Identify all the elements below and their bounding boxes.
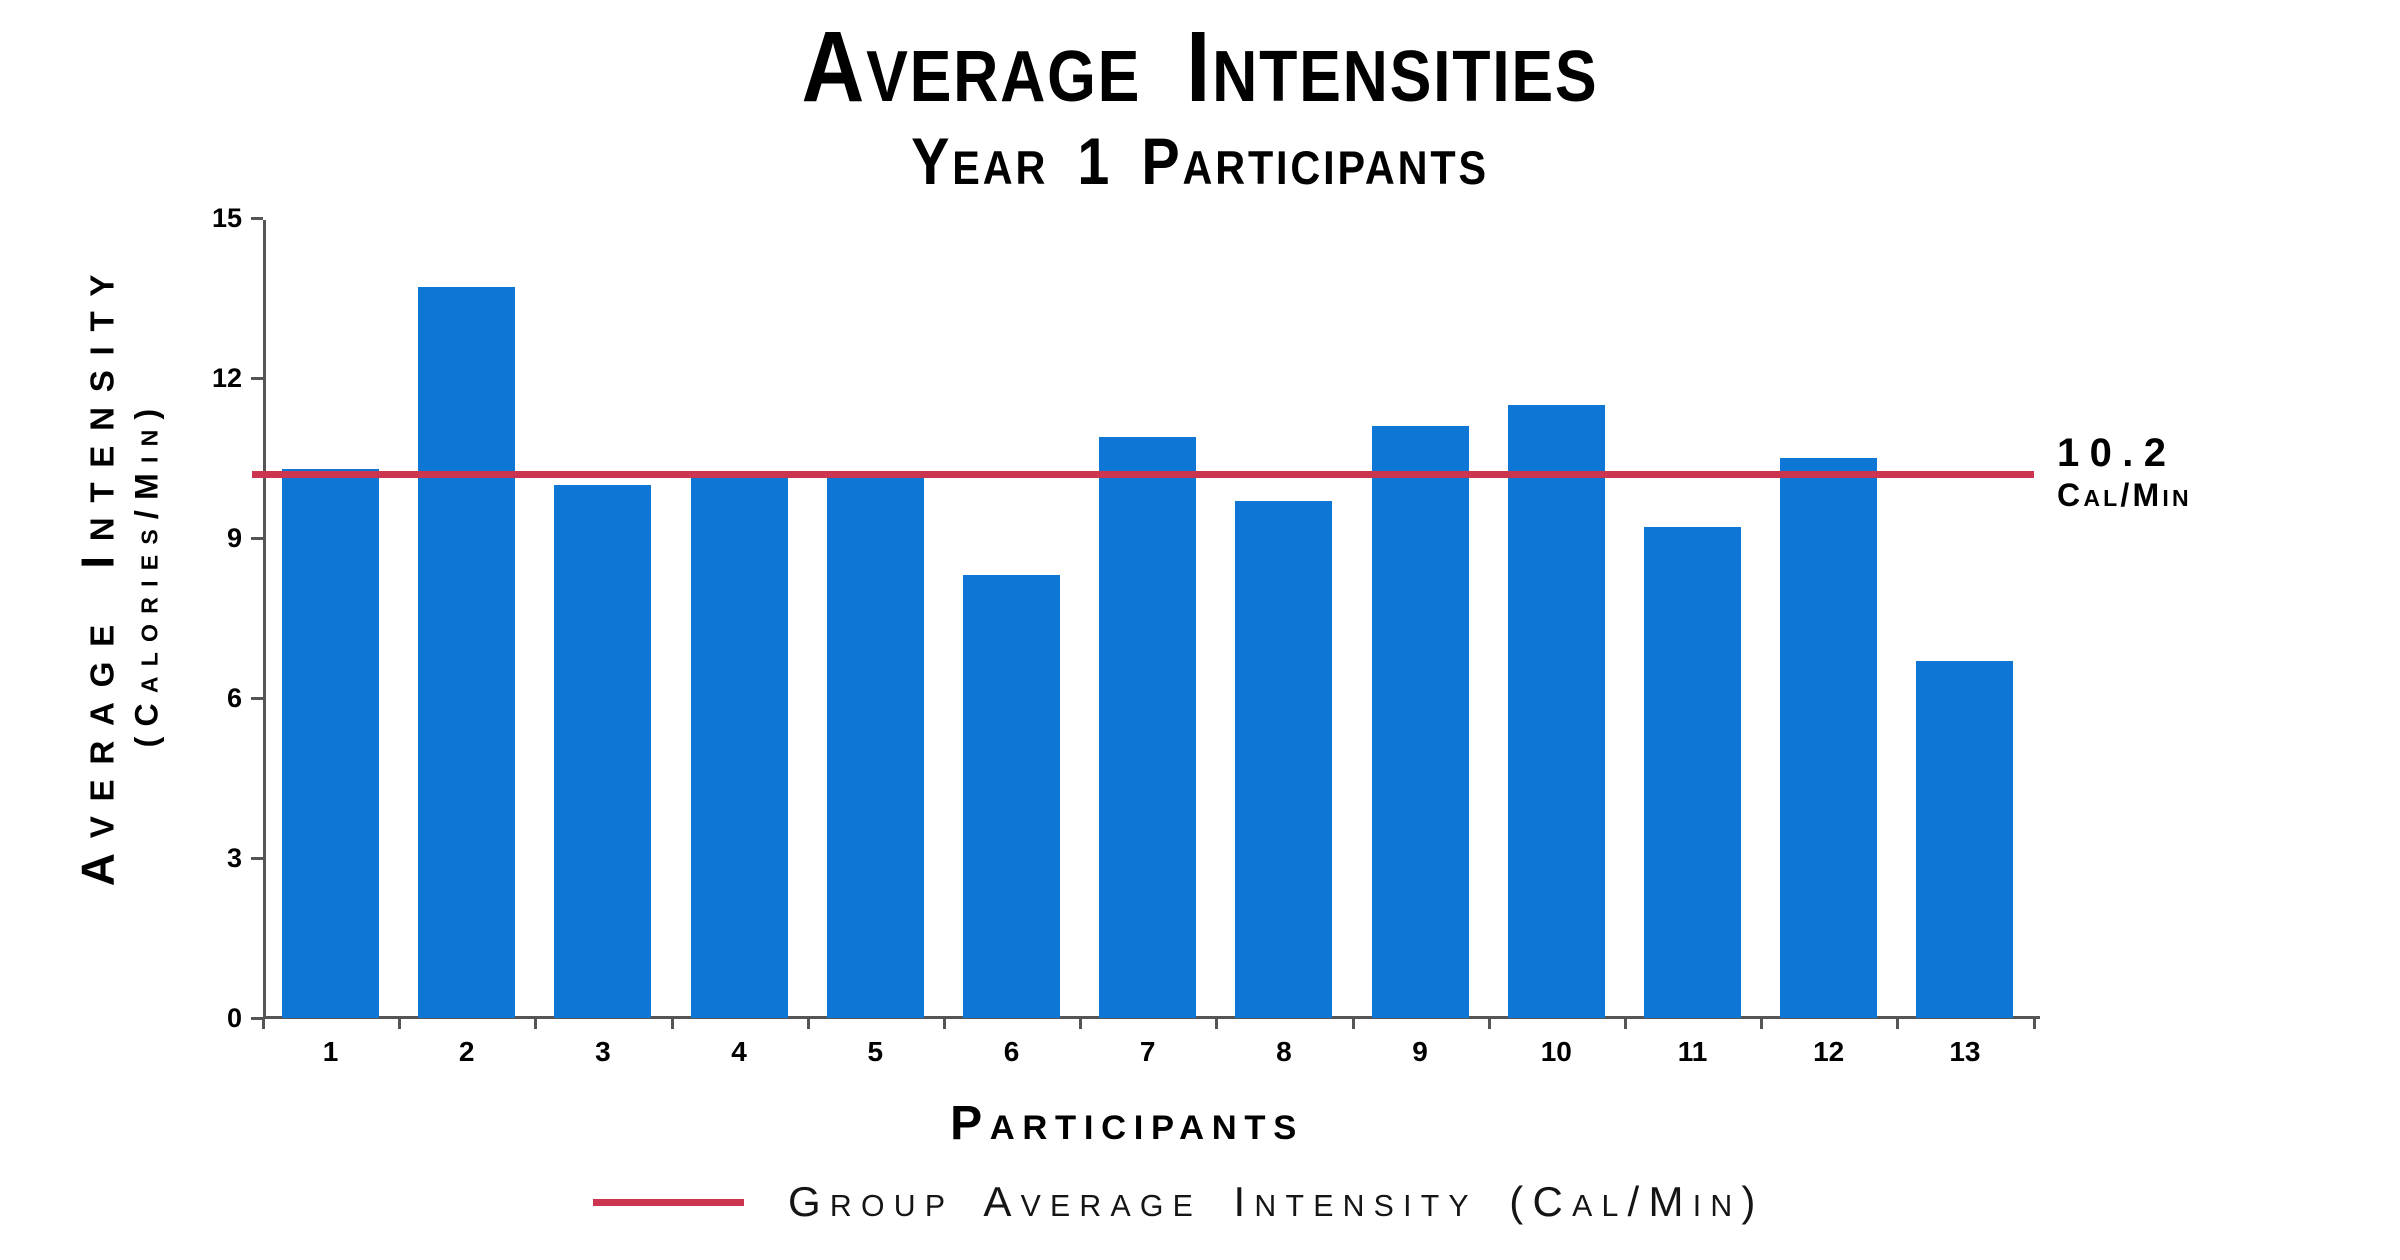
x-axis-tick [262,1018,265,1029]
y-tick-label-6: 6 [226,683,242,713]
y-axis-tick-15 [251,216,263,220]
chart-title: AVERAGE INTENSITIES [801,11,1599,123]
bar-participant-5 [826,474,924,1018]
y-axis-title: AVERAGE INTENSITY (CALORIES/MIN) [71,259,170,887]
x-tick-label-6: 6 [1003,1036,1020,1067]
x-tick-label-13: 13 [1949,1036,1981,1067]
x-tick-label-8: 8 [1276,1036,1292,1067]
bar-participant-11 [1644,527,1741,1018]
x-axis-tick [1215,1018,1219,1029]
y-axis-tick-9 [251,536,263,540]
bar-participant-6 [963,575,1060,1018]
bar-participant-3 [554,484,652,1018]
average-annotation-unit: CAL/MIN [2057,477,2192,513]
bar-participant-2 [418,287,516,1018]
x-axis-tick [943,1018,946,1029]
x-axis-tick [1624,1018,1627,1029]
bar-participant-7 [1099,436,1197,1018]
y-axis-title-line1: AVERAGE INTENSITY [71,259,124,887]
x-axis-tick [2032,1018,2036,1029]
y-axis-tick-0 [251,1016,263,1020]
x-tick-label-7: 7 [1139,1036,1156,1067]
bar-participant-12 [1780,458,1878,1018]
x-tick-label-11: 11 [1677,1036,1708,1067]
legend-line-swatch [593,1198,744,1206]
x-tick-label-3: 3 [595,1036,611,1067]
x-tick-label-12: 12 [1813,1036,1845,1067]
x-tick-label-4: 4 [731,1036,747,1067]
x-tick-label-9: 9 [1412,1036,1428,1067]
y-tick-label-15: 15 [211,203,242,233]
x-axis-title: PARTICIPANTS [950,1097,1304,1150]
group-average-line [252,470,2034,478]
x-axis-tick [1351,1018,1355,1029]
x-axis-tick [534,1018,538,1029]
bar-participant-13 [1916,660,2014,1018]
y-axis-tick-6 [251,696,263,700]
bar-participant-1 [282,468,379,1018]
x-axis-tick [806,1018,810,1029]
x-axis-tick [1487,1018,1491,1029]
x-tick-label-2: 2 [458,1036,475,1067]
y-axis-tick-3 [251,856,263,860]
bar-participant-10 [1507,404,1605,1018]
y-axis-title-line2: (CALORIES/MIN) [128,398,165,748]
average-annotation-value: 10.2 [2057,431,2177,475]
y-tick-label-3: 3 [226,843,242,873]
x-tick-label-10: 10 [1540,1036,1572,1067]
chart-subtitle: YEAR 1 PARTICIPANTS [911,124,1489,198]
x-axis-tick [398,1018,402,1029]
legend: GROUP AVERAGE INTENSITY (CAL/MIN) [593,1178,1765,1226]
bar-participant-8 [1235,500,1333,1018]
bar-participant-4 [690,474,788,1018]
y-tick-label-9: 9 [226,523,242,553]
x-tick-label-1: 1 [322,1036,339,1067]
bar-participant-9 [1371,426,1469,1018]
x-axis-tick [1760,1018,1764,1029]
y-axis-line [263,220,266,1018]
x-axis-tick [1896,1018,1900,1029]
y-tick-label-0: 0 [226,1003,242,1033]
legend-label: GROUP AVERAGE INTENSITY (CAL/MIN) [788,1178,1765,1225]
x-axis-tick [1079,1018,1083,1029]
x-axis-tick [670,1018,674,1029]
y-tick-label-12: 12 [211,363,242,393]
y-axis-tick-12 [251,376,263,380]
x-tick-label-5: 5 [867,1036,884,1067]
